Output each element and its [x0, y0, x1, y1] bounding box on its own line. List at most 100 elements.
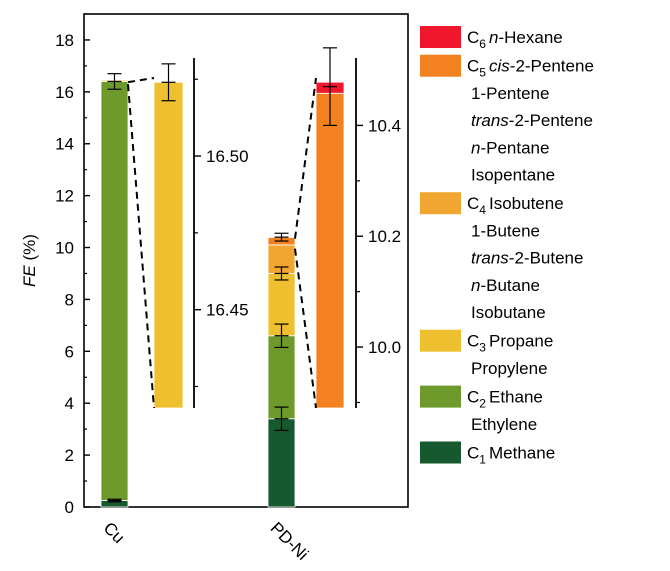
legend-text-italic: n — [471, 276, 480, 295]
y-tick-label: 14 — [55, 135, 74, 154]
legend-text: 1-Pentene — [471, 84, 549, 103]
zoom-tick-label: 10.0 — [368, 338, 401, 357]
x-tick-label: Cu — [100, 518, 129, 547]
legend-text: Isobutene — [489, 194, 564, 213]
legend-prefix-sub: 5 — [479, 66, 486, 80]
legend-prefix: C3 — [467, 332, 486, 355]
plot-frame — [83, 13, 409, 508]
legend-label: n-Pentane — [471, 138, 549, 157]
legend-swatch — [420, 385, 461, 408]
legend-text: Propylene — [471, 359, 548, 378]
legend-text: Methane — [489, 444, 555, 463]
legend-text: 1-Butene — [471, 221, 540, 240]
legend-text: -2-Butene — [509, 249, 584, 268]
legend-prefix-letter: C — [467, 194, 479, 213]
legend-text: -2-Pentene — [509, 111, 593, 130]
zoom-panel-pd-ni: 10.0 10.2 10.4 — [294, 47, 401, 409]
bar-segment-pd-ni-c2 — [267, 335, 296, 420]
zoom-connector-top — [294, 77, 317, 239]
legend-prefix: C5 — [467, 57, 486, 80]
legend-prefix-letter: C — [467, 388, 479, 407]
legend-text: -Pentane — [480, 138, 549, 157]
zoom-tick-label: 10.4 — [368, 116, 401, 135]
legend-item-c5: C5 cis-2-Pentene1-Pentenetrans-2-Pentenen… — [420, 54, 594, 185]
legend-label: Isobutene — [489, 194, 564, 213]
legend-text: -2-Pentene — [510, 57, 594, 76]
legend-item-c1: C1 Methane — [420, 441, 555, 467]
legend-label: trans-2-Pentene — [471, 111, 593, 130]
legend-label: Propylene — [471, 359, 548, 378]
legend-swatch — [420, 329, 461, 352]
zoom-connector-bottom — [127, 84, 155, 409]
legend-label: trans-2-Butene — [471, 249, 583, 268]
zoom-tick-label: 10.2 — [368, 227, 401, 246]
legend-prefix-letter: C — [467, 57, 479, 76]
legend-text: Propane — [489, 332, 553, 351]
legend-label: n-Hexane — [489, 28, 563, 47]
legend-label: 1-Butene — [471, 221, 540, 240]
zoom-tick-label: 16.50 — [206, 147, 249, 166]
zoom-tick-label: 16.45 — [206, 301, 249, 320]
legend-label: Isobutane — [471, 303, 546, 322]
legend-prefix-sub: 3 — [479, 341, 486, 355]
legend-prefix: C2 — [467, 388, 486, 411]
legend-prefix-letter: C — [467, 444, 479, 463]
y-tick-label: 8 — [65, 290, 74, 309]
legend-prefix-sub: 4 — [479, 203, 486, 217]
legend-swatch — [420, 54, 461, 77]
y-tick-label: 6 — [65, 342, 74, 361]
legend-text: Ethylene — [471, 415, 537, 434]
y-axis-label-italic: FE — [20, 265, 39, 287]
axes-layer: 0 2 4 6 8 10 12 14 16 18 FE (%) Cu PD-Ni — [20, 13, 409, 564]
y-tick-label: 2 — [65, 446, 74, 465]
legend-item-c2: C2 Ethane Ethylene — [420, 385, 543, 434]
legend-text: Ethane — [489, 388, 543, 407]
legend-text: -Butane — [480, 276, 540, 295]
legend-prefix-letter: C — [467, 28, 479, 47]
bar-segment-pd-ni-c1 — [267, 418, 296, 508]
legend-label: n-Butane — [471, 276, 540, 295]
legend-text: Isopentane — [471, 166, 555, 185]
legend-prefix: C1 — [467, 444, 486, 467]
legend-label: Methane — [489, 444, 555, 463]
legend-label: Ethane — [489, 388, 543, 407]
y-tick-label: 4 — [65, 394, 74, 413]
zoom-bar-segment — [153, 81, 184, 409]
bars-layer — [100, 73, 296, 508]
legend-swatch — [420, 192, 461, 215]
y-tick-label: 18 — [55, 31, 74, 50]
zoom-layer: 16.45 16.50 10.0 10.2 10.4 — [127, 47, 401, 409]
legend-item-c3: C3 Propane Propylene — [420, 329, 553, 378]
legend-prefix-letter: C — [467, 332, 479, 351]
legend-prefix: C6 — [467, 28, 486, 51]
zoom-connector-top — [127, 77, 155, 84]
y-axis-label: FE (%) — [20, 234, 39, 287]
y-tick-label: 0 — [65, 498, 74, 517]
legend-prefix-sub: 2 — [479, 397, 486, 411]
legend-text-italic: cis — [489, 57, 510, 76]
bar-segment-cu-c2 — [100, 81, 129, 501]
legend-prefix: C4 — [467, 194, 486, 217]
legend-text-italic: n — [489, 28, 498, 47]
legend-prefix-sub: 1 — [479, 453, 486, 467]
legend-label: cis-2-Pentene — [489, 57, 594, 76]
y-axis-label-unit: (%) — [20, 234, 39, 265]
legend-label: Isopentane — [471, 166, 555, 185]
legend-label: 1-Pentene — [471, 84, 549, 103]
legend-swatch — [420, 26, 461, 48]
legend-text: Isobutane — [471, 303, 546, 322]
legend-text-italic: trans — [471, 111, 509, 130]
legend-label: Propane — [489, 332, 553, 351]
legend-item-c4: C4 Isobutene 1-Butene trans-2-Butene n-Butan… — [420, 192, 583, 322]
legend-text-italic: trans — [471, 249, 509, 268]
zoom-bar-segment — [315, 92, 345, 409]
y-tick-label: 10 — [55, 239, 74, 258]
zoom-panel-cu: 16.45 16.50 — [127, 58, 249, 409]
legend-label: Ethylene — [471, 415, 537, 434]
legend-prefix-sub: 6 — [479, 37, 486, 51]
x-tick-label: PD-Ni — [267, 518, 312, 563]
y-tick-label: 16 — [55, 83, 74, 102]
legend-swatch — [420, 441, 461, 464]
